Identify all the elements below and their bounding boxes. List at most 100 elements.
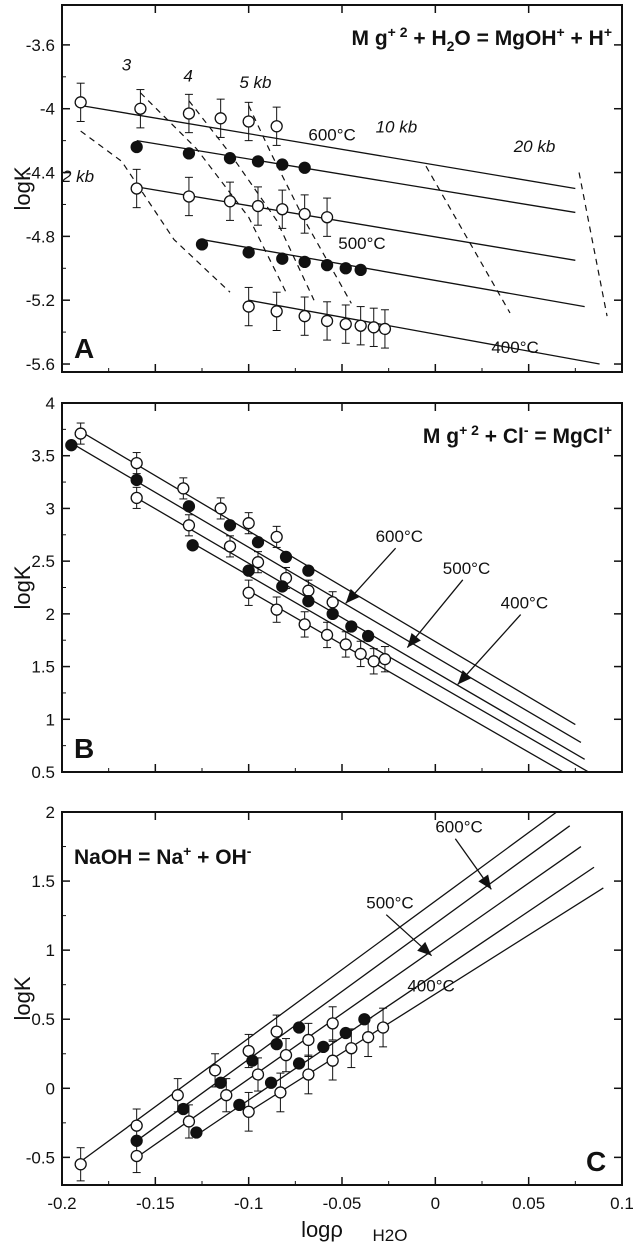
data-point <box>130 491 143 505</box>
isobar-line <box>248 105 352 304</box>
panel-label: C <box>586 1146 606 1177</box>
panel-c: 2 1.5 1 0.5 0 -0.5 -0.2 -0.15 -0.1 -0.05 0 0.05 0.1 l… <box>10 803 634 1245</box>
equation-part: + <box>604 422 612 438</box>
series-line <box>71 442 582 744</box>
x-tick-label: -0.05 <box>323 1194 362 1213</box>
annotation-label: 10 kb <box>376 118 418 137</box>
data-point <box>270 1037 283 1051</box>
y-tick-label: 1 <box>46 710 55 729</box>
data-point <box>276 158 289 171</box>
data-point <box>279 550 293 564</box>
x-tick-label: -0.1 <box>234 1194 263 1213</box>
y-tick-label: 1 <box>46 941 55 960</box>
annotation-label: 500°C <box>338 234 385 253</box>
annotation-label: 4 <box>183 67 192 86</box>
y-axis-label: logK <box>10 976 35 1020</box>
data-point <box>251 556 265 569</box>
series-line <box>136 846 582 1158</box>
data-point <box>242 115 255 128</box>
data-point <box>74 427 87 440</box>
data-point <box>190 1126 203 1139</box>
data-point <box>251 1068 265 1081</box>
equation-title: NaOH = Na+ + OH- <box>74 843 252 869</box>
data-point <box>276 580 289 593</box>
data-point <box>339 262 352 275</box>
y-tick-label: 1.5 <box>31 872 55 891</box>
x-tick-label: 0.05 <box>512 1194 545 1213</box>
y-tick-label: -3.6 <box>26 36 55 55</box>
data-point <box>214 112 227 125</box>
data-point <box>251 199 265 213</box>
data-point <box>242 586 255 599</box>
data-point <box>298 618 311 631</box>
annotation-label: 500°C <box>366 894 413 913</box>
data-point <box>320 628 334 642</box>
series-line <box>136 497 585 760</box>
data-point <box>182 107 196 120</box>
equation-part: + 2 <box>388 24 408 40</box>
isobar-line <box>80 130 231 293</box>
equation-part: + 2 <box>459 422 479 438</box>
data-point <box>276 203 289 216</box>
data-point <box>320 211 334 224</box>
data-point <box>264 1076 278 1089</box>
data-point <box>130 182 143 195</box>
series-line <box>192 542 590 772</box>
arrow-head <box>457 670 472 685</box>
panel-a: -3.6 -4 -4.4 -4.8 -5.2 -5.6 logK 600°C 10 kb 20 k… <box>10 4 623 374</box>
panel-label: B <box>74 733 94 764</box>
data-point <box>171 1089 184 1102</box>
equation-part: NaOH = Na <box>74 846 183 869</box>
data-point <box>276 252 289 265</box>
data-point <box>270 120 283 133</box>
annotation-label: 500°C <box>443 559 490 578</box>
arrow-head <box>407 632 421 648</box>
data-point <box>292 1021 306 1034</box>
data-point <box>186 539 199 552</box>
x-axis-label: logρ <box>301 1217 343 1242</box>
equation-part: + <box>557 24 565 40</box>
y-axis-label: logK <box>10 565 35 609</box>
data-point <box>320 258 334 272</box>
annotation-arrow <box>457 614 522 685</box>
y-tick-label: 0.5 <box>31 763 55 782</box>
equation-part: M g <box>352 27 388 50</box>
data-point <box>367 655 380 668</box>
series-line <box>201 238 585 308</box>
isobar-line <box>188 100 315 301</box>
data-point <box>182 190 196 203</box>
y-tick-label: 3 <box>46 499 55 518</box>
data-point <box>345 620 358 633</box>
data-point <box>223 519 237 532</box>
data-point <box>317 1040 330 1054</box>
y-tick-label: 0.5 <box>31 1010 55 1029</box>
data-point <box>326 1017 339 1030</box>
data-point <box>182 500 196 513</box>
data-point <box>354 263 367 277</box>
y-tick-label: -4.8 <box>26 227 55 246</box>
data-point <box>270 305 283 318</box>
series-line <box>80 104 576 190</box>
data-point <box>361 629 375 643</box>
data-point <box>242 564 255 577</box>
data-point <box>361 1031 375 1044</box>
data-point <box>182 1115 196 1128</box>
x-tick-label: -0.2 <box>47 1194 76 1213</box>
x-axis-label-subscript: H2O <box>373 1226 408 1245</box>
equation-title: M g+ 2 + H2O = MgOH+ + H+ <box>352 24 613 54</box>
data-point <box>298 207 311 221</box>
data-point <box>220 1089 233 1102</box>
data-point <box>270 603 283 616</box>
equation-part: M g <box>423 425 459 448</box>
data-point <box>130 1119 143 1132</box>
series-line <box>80 430 576 726</box>
data-point <box>279 1048 293 1062</box>
y-tick-label: -4 <box>40 100 55 119</box>
data-point <box>376 1021 390 1034</box>
panel-label: A <box>74 333 94 364</box>
data-point <box>233 1098 246 1112</box>
x-tick-label: 0.1 <box>610 1194 634 1213</box>
data-point <box>65 439 78 452</box>
annotation-label: 600°C <box>308 126 355 145</box>
